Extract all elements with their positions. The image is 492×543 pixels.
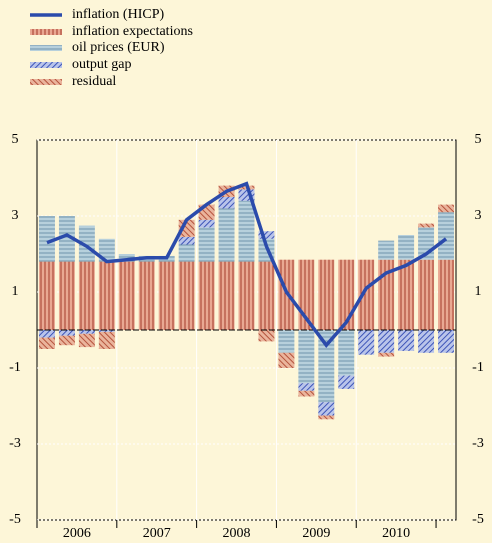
legend-label: output gap bbox=[72, 57, 132, 72]
bar-segment bbox=[118, 261, 135, 330]
bar-segment bbox=[78, 261, 95, 330]
bar-segment bbox=[438, 330, 455, 353]
bar-segment bbox=[258, 231, 275, 239]
bar-segment bbox=[398, 235, 415, 260]
bar-segment bbox=[178, 261, 195, 330]
y-tick-label: 1 bbox=[12, 284, 19, 299]
bar-segment bbox=[298, 383, 315, 391]
bar-segment bbox=[258, 261, 275, 330]
y2-tick-label: -3 bbox=[472, 436, 484, 451]
bar-segment bbox=[98, 330, 115, 332]
bar-segment bbox=[38, 330, 55, 338]
bar-segment bbox=[278, 352, 295, 368]
bar-segment bbox=[278, 330, 295, 353]
bar-segment bbox=[378, 352, 395, 357]
y2-tick-label: -1 bbox=[472, 360, 484, 375]
bar-segment bbox=[298, 330, 315, 384]
bar-segment bbox=[38, 337, 55, 349]
y2-tick-label: 5 bbox=[475, 132, 482, 147]
bar-segment bbox=[298, 390, 315, 397]
bar-segment bbox=[418, 223, 435, 228]
bar-segment bbox=[338, 375, 355, 389]
bar-segment bbox=[238, 200, 255, 262]
y-tick-label: 5 bbox=[12, 132, 19, 147]
legend-label: inflation (HICP) bbox=[72, 7, 164, 22]
bar-segment bbox=[258, 330, 275, 342]
y-tick-label: -5 bbox=[9, 512, 21, 527]
bar-segment bbox=[318, 402, 335, 416]
bar-segment bbox=[78, 225, 95, 262]
bar-segment bbox=[438, 259, 455, 330]
bar-segment bbox=[218, 261, 235, 330]
x-tick-label: 2010 bbox=[382, 526, 410, 541]
bar-segment bbox=[38, 216, 55, 262]
bar-segment bbox=[398, 330, 415, 351]
bar-segment bbox=[218, 197, 235, 209]
bar-segment bbox=[178, 244, 195, 262]
legend-swatch bbox=[30, 79, 62, 85]
legend-label: inflation expectations bbox=[72, 24, 193, 39]
bar-segment bbox=[318, 330, 335, 403]
legend-swatch bbox=[30, 62, 62, 68]
bar-segment bbox=[418, 330, 435, 353]
bar-segment bbox=[118, 254, 135, 262]
bar-segment bbox=[378, 240, 395, 260]
x-tick-label: 2007 bbox=[143, 526, 171, 541]
bar-segment bbox=[58, 216, 75, 262]
bar-segment bbox=[198, 227, 215, 262]
bar-segment bbox=[398, 259, 415, 330]
bar-segment bbox=[318, 259, 335, 330]
bar-segment bbox=[358, 330, 375, 355]
bar-segment bbox=[418, 259, 435, 330]
bar-segment bbox=[58, 335, 75, 346]
bar-segment bbox=[78, 333, 95, 348]
y-tick-label: 3 bbox=[12, 208, 19, 223]
y-tick-label: -1 bbox=[9, 360, 21, 375]
bar-segment bbox=[178, 236, 195, 245]
bar-segment bbox=[98, 261, 115, 330]
bar-segment bbox=[238, 261, 255, 330]
bar-segment bbox=[198, 219, 215, 228]
legend-swatch bbox=[30, 45, 62, 51]
x-tick-label: 2008 bbox=[223, 526, 251, 541]
bar-segment bbox=[238, 189, 255, 201]
bar-segment bbox=[438, 212, 455, 260]
y2-tick-label: 3 bbox=[475, 208, 482, 223]
bar-segment bbox=[58, 261, 75, 330]
y2-tick-label: -5 bbox=[472, 512, 484, 527]
bar-segment bbox=[438, 204, 455, 213]
x-tick-label: 2009 bbox=[302, 526, 330, 541]
bar-segment bbox=[38, 261, 55, 330]
bar-segment bbox=[78, 330, 95, 334]
bar-segment bbox=[98, 238, 115, 262]
bar-segment bbox=[358, 259, 375, 330]
bar-segment bbox=[218, 208, 235, 262]
bar-segment bbox=[318, 415, 335, 420]
bar-segment bbox=[338, 330, 355, 376]
bar-segment bbox=[58, 330, 75, 336]
legend-swatch bbox=[30, 29, 62, 35]
y2-tick-label: 1 bbox=[475, 284, 482, 299]
bar-segment bbox=[158, 261, 175, 330]
x-tick-label: 2006 bbox=[63, 526, 91, 541]
bar-segment bbox=[198, 261, 215, 330]
inflation-line bbox=[46, 181, 448, 348]
y-tick-label: -3 bbox=[9, 436, 21, 451]
legend-label: residual bbox=[72, 74, 116, 89]
bar-segment bbox=[378, 330, 395, 353]
bar-segment bbox=[98, 331, 115, 349]
legend-label: oil prices (EUR) bbox=[72, 40, 165, 55]
bar-segment bbox=[138, 261, 155, 330]
